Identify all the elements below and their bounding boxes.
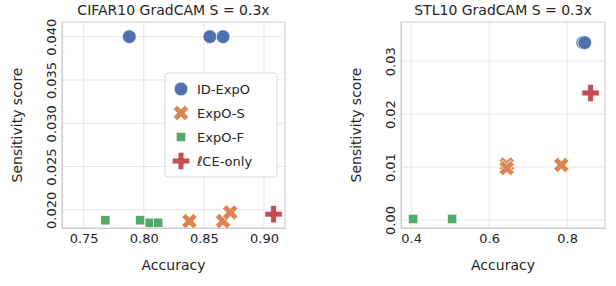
legend-label: ExpO-F	[197, 130, 244, 145]
tick-label: 0.6	[479, 231, 500, 246]
legend-marker	[169, 101, 192, 124]
tick: 0.025	[44, 148, 62, 185]
point	[178, 209, 201, 228]
tick-label: 0.03	[383, 47, 398, 76]
tick: 0.00	[383, 206, 401, 235]
grid-line	[62, 209, 285, 210]
point	[408, 214, 417, 223]
grid-line	[567, 22, 568, 228]
x-axis-title: Accuracy	[471, 257, 535, 273]
point	[582, 84, 599, 101]
grid-line	[401, 220, 605, 221]
tick: 0.90	[250, 228, 279, 246]
chart: 0.4 0.6 0.8 0.00 0.01 0.02 0.03 STL10 GradCAM S…	[348, 2, 606, 273]
axis-line	[63, 228, 286, 229]
tick-label: 0.01	[383, 153, 398, 182]
legend-label: ID-ExpO	[197, 82, 250, 97]
tick: 0.01	[383, 153, 401, 182]
point	[216, 30, 230, 44]
legend-label: ExpO-S	[197, 106, 245, 121]
chart-title: CIFAR10 GradCAM S = 0.3x	[77, 2, 269, 18]
tick: 0.6	[479, 228, 500, 246]
axis-line	[62, 23, 63, 229]
y-axis: 0.00 0.01 0.02 0.03	[383, 23, 402, 236]
tick: 0.03	[383, 47, 401, 76]
y-axis-title: Sensitivity score	[9, 68, 25, 183]
tick: 0.020	[44, 192, 62, 229]
grid-line	[143, 22, 144, 228]
point	[578, 36, 592, 50]
tick: 0.02	[383, 100, 401, 129]
y-axis: 0.020 0.025 0.030 0.035 0.040	[44, 19, 63, 229]
tick: 0.035	[44, 62, 62, 99]
grid-line	[489, 22, 490, 228]
tick-label: 0.020	[44, 192, 59, 229]
legend-label: ℓCE-only	[196, 154, 252, 169]
tick: 0.80	[130, 228, 159, 246]
legend-box	[165, 73, 277, 177]
legend-marker	[176, 132, 185, 141]
tick: 0.75	[70, 228, 99, 246]
tick: 0.030	[44, 105, 62, 142]
legend-marker	[172, 152, 189, 169]
plot-frame	[401, 22, 605, 228]
point	[153, 218, 162, 227]
point	[495, 157, 518, 180]
tick-label: 0.025	[44, 148, 59, 185]
tick-label: 0.040	[44, 19, 59, 56]
points	[408, 36, 599, 224]
grid-line	[411, 22, 412, 228]
point	[101, 215, 110, 224]
chart: 0.75 0.80 0.85 0.90 0.020 0.025 0.030 0.035 0.04…	[9, 2, 286, 273]
tick: 0.8	[557, 228, 578, 246]
tick-label: 0.75	[70, 231, 99, 246]
point	[135, 215, 144, 224]
point	[203, 30, 217, 44]
chart-title: STL10 GradCAM S = 0.3x	[414, 2, 592, 18]
x-axis: 0.4 0.6 0.8	[401, 228, 605, 246]
tick-label: 0.8	[557, 231, 578, 246]
x-axis-title: Accuracy	[142, 257, 206, 273]
point	[122, 30, 136, 44]
tick: 0.040	[44, 19, 62, 56]
figure: 0.75 0.80 0.85 0.90 0.020 0.025 0.030 0.035 0.04…	[0, 0, 616, 286]
point	[265, 205, 282, 222]
points	[101, 30, 283, 228]
tick: 0.85	[190, 228, 219, 246]
axis-line	[401, 23, 402, 229]
tick-label: 0.4	[401, 231, 422, 246]
axis-line	[402, 228, 606, 229]
plot-background	[401, 22, 605, 228]
legend-marker	[174, 82, 188, 96]
legend: ID-ExpO ExpO-S ExpO-F ℓCE-only	[165, 73, 277, 177]
grid-line	[83, 22, 84, 228]
tick: 0.4	[401, 228, 422, 246]
tick-label: 0.035	[44, 62, 59, 99]
plot-background	[62, 22, 285, 228]
y-axis-title: Sensitivity score	[348, 68, 364, 183]
tick-label: 0.02	[383, 100, 398, 129]
grid-line	[401, 61, 605, 62]
tick-label: 0.85	[190, 231, 219, 246]
point	[447, 214, 456, 223]
plot-frame	[62, 22, 285, 228]
tick-label: 0.030	[44, 105, 59, 142]
tick-label: 0.90	[250, 231, 279, 246]
point	[219, 201, 242, 224]
x-axis: 0.75 0.80 0.85 0.90	[63, 228, 286, 246]
grid-line	[401, 114, 605, 115]
tick-label: 0.00	[383, 206, 398, 235]
tick-label: 0.80	[130, 231, 159, 246]
grid-line	[62, 36, 285, 37]
point	[550, 153, 573, 176]
